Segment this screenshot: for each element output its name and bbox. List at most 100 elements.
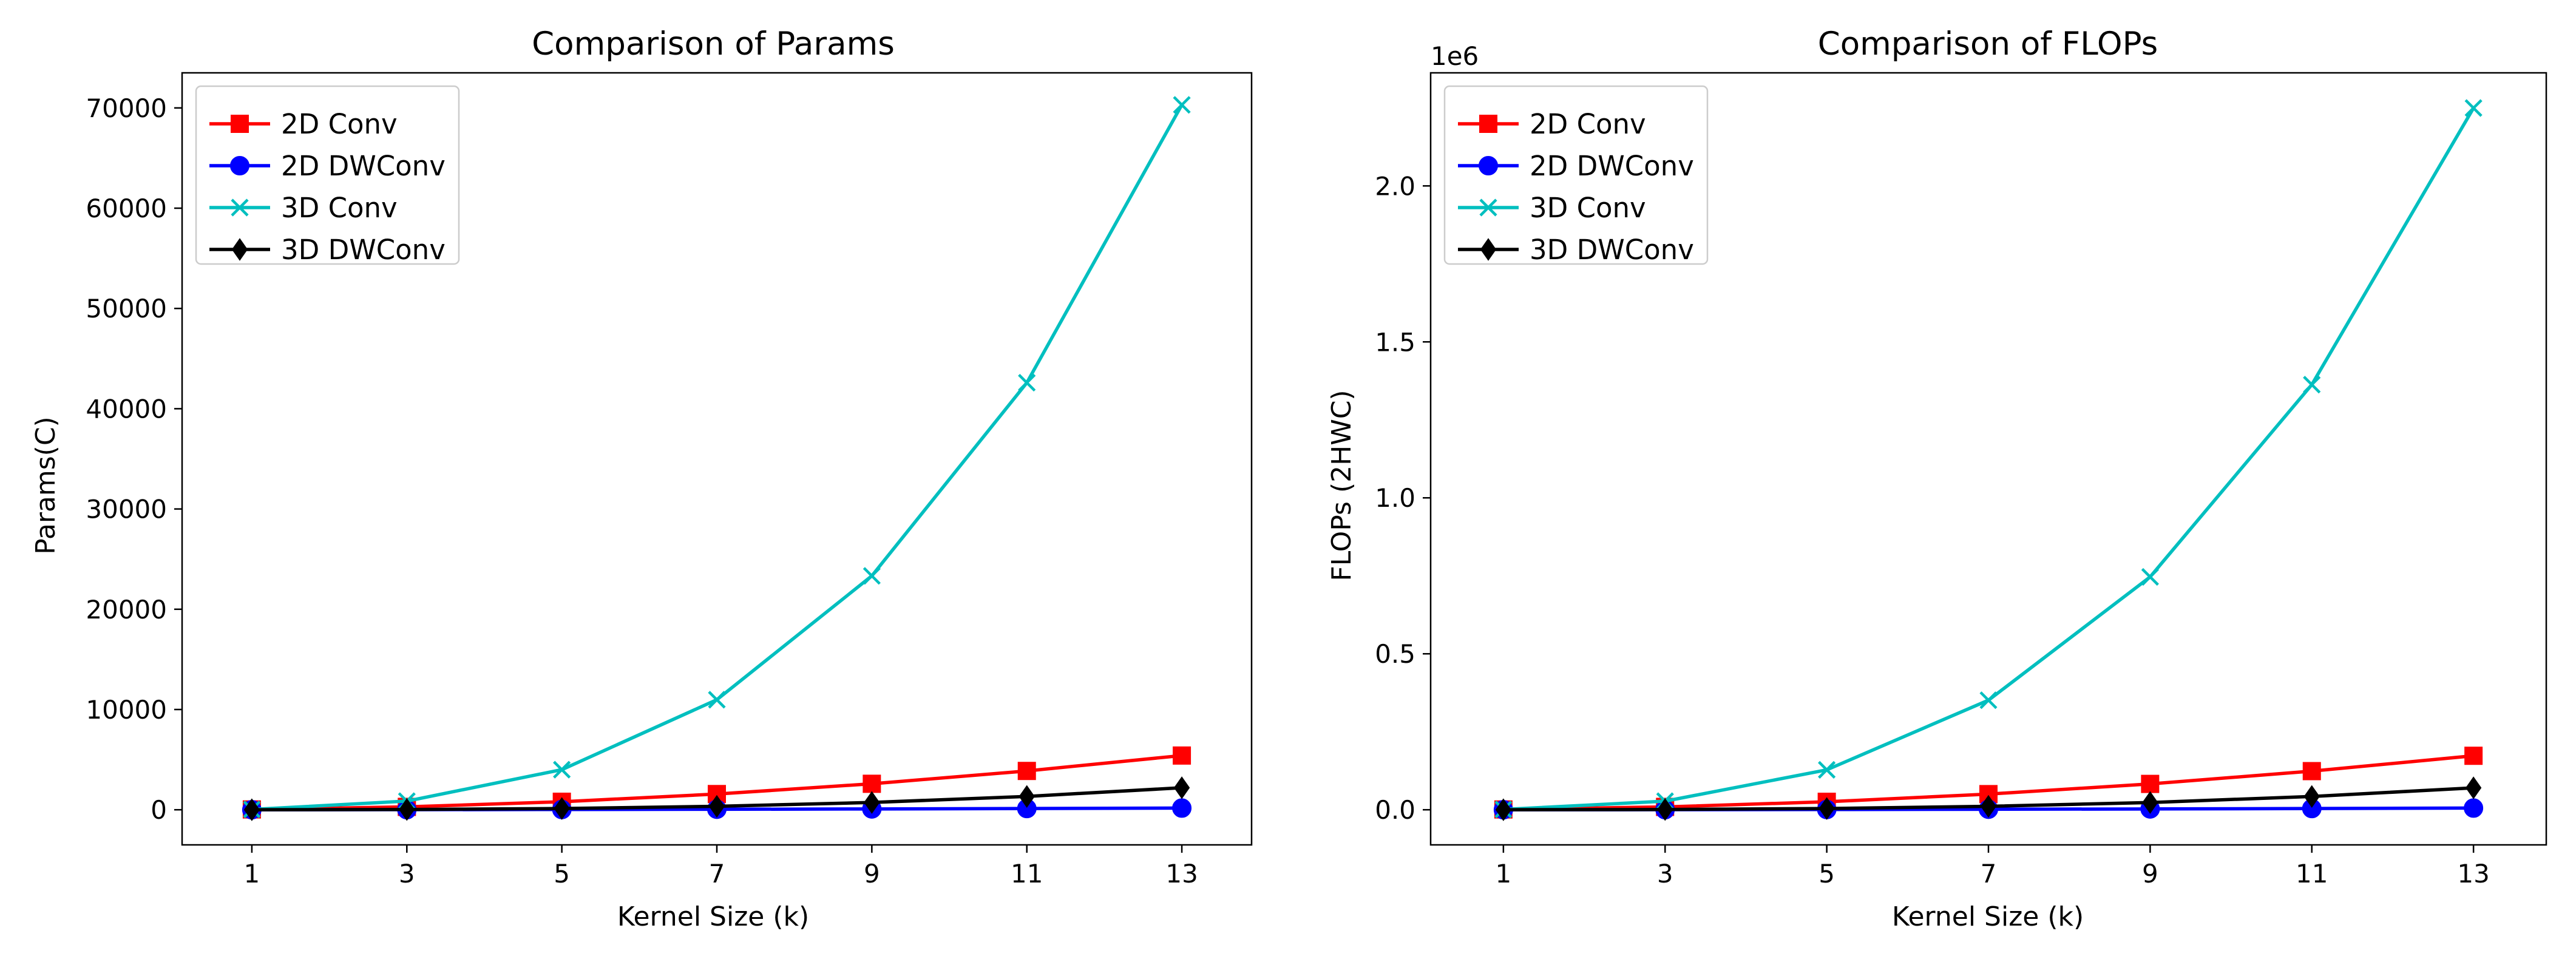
params-x-tick-label: 3 bbox=[399, 859, 415, 889]
params-x-tick-label: 9 bbox=[864, 859, 880, 889]
params-chart-title: Comparison of Params bbox=[532, 25, 895, 63]
flops-series-3d-dwconv-marker-3 bbox=[1980, 794, 1997, 818]
flops-chart-title: Comparison of FLOPs bbox=[1818, 25, 2158, 63]
flops-legend-entry-3d-dwconv: 3D DWConv bbox=[1458, 234, 1694, 266]
params-series-3d-conv-marker-4 bbox=[863, 567, 881, 585]
params-series-2d-conv-marker-6 bbox=[1173, 746, 1191, 765]
params-x-tick-label: 1 bbox=[244, 859, 260, 889]
flops-y-tick-label: 1.0 bbox=[1375, 483, 1415, 513]
params-series-3d-dwconv-marker-2 bbox=[554, 797, 570, 820]
flops-legend-entry-3d-conv: 3D Conv bbox=[1458, 192, 1646, 224]
flops-series-3d-dwconv-marker-0 bbox=[1495, 798, 1511, 821]
flops-legend-entry-2d-conv-label: 2D Conv bbox=[1530, 108, 1646, 140]
flops-x-axis-label: Kernel Size (k) bbox=[1892, 901, 2084, 932]
params-legend-entry-2d-conv: 2D Conv bbox=[209, 108, 398, 140]
params-legend-entry-3d-dwconv-label: 3D DWConv bbox=[281, 234, 446, 266]
params-axes-frame bbox=[181, 72, 1253, 846]
flops-y-tick-label: 1.5 bbox=[1375, 327, 1415, 357]
flops-y-tick-label: 0.5 bbox=[1375, 639, 1415, 669]
params-y-tick-label: 30000 bbox=[86, 495, 167, 524]
params-chart: Comparison of Params Kernel Size (k) Par… bbox=[30, 25, 1253, 932]
flops-series-3d-dwconv-marker-4 bbox=[2142, 791, 2158, 814]
flops-y-axis-label: FLOPs (2HWC) bbox=[1326, 390, 1357, 581]
flops-x-tick-label: 7 bbox=[1981, 859, 1997, 889]
params-series-3d-dwconv-marker-3 bbox=[708, 794, 725, 818]
params-x-tick-label: 7 bbox=[709, 859, 725, 889]
flops-legend-entry-3d-conv-label: 3D Conv bbox=[1530, 192, 1646, 224]
flops-legend: 2D Conv 2D DWConv 3D Conv 3D DWConv bbox=[1443, 85, 1709, 266]
params-series-3d-dwconv-marker-0 bbox=[243, 798, 260, 821]
params-x-axis-label: Kernel Size (k) bbox=[617, 901, 809, 932]
params-y-tick-label: 70000 bbox=[86, 93, 167, 123]
flops-series-3d-conv-marker-5 bbox=[2303, 376, 2321, 394]
flops-axes-frame bbox=[1429, 72, 2547, 846]
params-legend: 2D Conv 2D DWConv 3D Conv 3D DWConv bbox=[195, 85, 460, 266]
flops-x-tick-label: 9 bbox=[2142, 859, 2158, 889]
flops-series-3d-dwconv bbox=[1495, 776, 2482, 821]
params-legend-entry-3d-conv-legend-marker bbox=[231, 198, 249, 217]
flops-x-tick-label: 1 bbox=[1496, 859, 1512, 889]
params-plot-area bbox=[181, 72, 1253, 846]
flops-x-tick-label: 3 bbox=[1657, 859, 1673, 889]
flops-series-2d-conv-marker-4 bbox=[2141, 774, 2160, 793]
flops-series-2d-conv-marker-6 bbox=[2464, 747, 2483, 765]
flops-ticks: 1 3 5 7 9 11 130.00.51.01.52.0 bbox=[1375, 171, 2490, 889]
params-legend-entry-2d-conv-label: 2D Conv bbox=[281, 108, 398, 140]
flops-series-3d-dwconv-marker-2 bbox=[1818, 797, 1835, 820]
params-y-tick-label: 20000 bbox=[86, 595, 167, 625]
params-legend-entry-2d-dwconv-label: 2D DWConv bbox=[281, 150, 446, 182]
params-series-3d-conv-marker-3 bbox=[708, 691, 726, 709]
params-y-tick-label: 40000 bbox=[86, 394, 167, 424]
flops-series-2d-conv-marker-5 bbox=[2302, 762, 2321, 781]
params-ticks: 1 3 5 7 9 11 130100002000030000400005000060000… bbox=[86, 93, 1198, 889]
flops-y-tick-label: 0.0 bbox=[1375, 795, 1415, 825]
flops-x-tick-label: 13 bbox=[2457, 859, 2489, 889]
flops-legend-entry-3d-dwconv-label: 3D DWConv bbox=[1530, 234, 1694, 266]
flops-series-3d-conv-marker-2 bbox=[1818, 760, 1836, 779]
params-legend-entry-3d-conv-label: 3D Conv bbox=[281, 192, 398, 224]
flops-plot-area bbox=[1429, 72, 2547, 846]
flops-series-3d-dwconv-marker-6 bbox=[2466, 776, 2482, 799]
params-legend-entry-3d-dwconv-legend-marker bbox=[231, 238, 248, 261]
params-series-3d-dwconv-marker-1 bbox=[399, 798, 415, 821]
flops-y-offset-text: 1e6 bbox=[1431, 41, 1479, 71]
flops-chart: Comparison of FLOPs Kernel Size (k) FLOP… bbox=[1326, 25, 2547, 932]
flops-x-tick-label: 5 bbox=[1818, 859, 1835, 889]
params-series-2d-conv-marker-5 bbox=[1017, 762, 1036, 781]
flops-legend-entry-3d-conv-legend-marker bbox=[1479, 198, 1497, 217]
params-y-tick-label: 60000 bbox=[86, 194, 167, 223]
params-x-tick-label: 13 bbox=[1165, 859, 1198, 889]
flops-x-tick-label: 11 bbox=[2296, 859, 2328, 889]
params-series-3d-conv-marker-2 bbox=[553, 760, 571, 779]
flops-series-2d-dwconv-marker-6 bbox=[2464, 798, 2484, 818]
params-x-tick-label: 5 bbox=[554, 859, 570, 889]
params-y-axis-label: Params(C) bbox=[30, 416, 61, 554]
params-series-3d-dwconv-marker-5 bbox=[1019, 785, 1035, 808]
params-series-3d-conv-marker-5 bbox=[1018, 373, 1036, 392]
params-series-3d-conv-marker-6 bbox=[1173, 96, 1191, 114]
params-legend-entry-3d-conv: 3D Conv bbox=[209, 192, 398, 224]
flops-series-3d-dwconv-marker-1 bbox=[1657, 798, 1673, 821]
flops-series-3d-dwconv-marker-5 bbox=[2303, 785, 2320, 808]
params-series-3d-dwconv-marker-4 bbox=[864, 791, 880, 814]
params-series-3d-dwconv bbox=[243, 776, 1190, 821]
flops-legend-entry-2d-conv: 2D Conv bbox=[1458, 108, 1646, 140]
params-y-tick-label: 0 bbox=[151, 795, 167, 825]
flops-series-3d-conv-marker-6 bbox=[2464, 99, 2483, 117]
params-y-tick-label: 10000 bbox=[86, 695, 167, 725]
params-legend-box bbox=[195, 85, 460, 265]
flops-legend-entry-2d-dwconv-label: 2D DWConv bbox=[1530, 150, 1694, 182]
params-legend-entry-2d-dwconv-legend-marker bbox=[230, 156, 249, 175]
params-series-2d-dwconv-marker-6 bbox=[1172, 798, 1192, 818]
flops-legend-box bbox=[1443, 85, 1709, 265]
flops-series-3d-conv-marker-4 bbox=[2141, 567, 2159, 586]
params-legend-entry-2d-dwconv: 2D DWConv bbox=[209, 150, 446, 182]
flops-legend-entry-3d-dwconv-legend-marker bbox=[1480, 238, 1497, 261]
flops-legend-entry-2d-dwconv-legend-marker bbox=[1479, 156, 1498, 175]
params-y-tick-label: 50000 bbox=[86, 294, 167, 323]
params-x-tick-label: 11 bbox=[1011, 859, 1043, 889]
params-series-3d-dwconv-marker-6 bbox=[1173, 776, 1190, 799]
flops-y-tick-label: 2.0 bbox=[1375, 171, 1415, 201]
flops-legend-entry-2d-dwconv: 2D DWConv bbox=[1458, 150, 1694, 182]
